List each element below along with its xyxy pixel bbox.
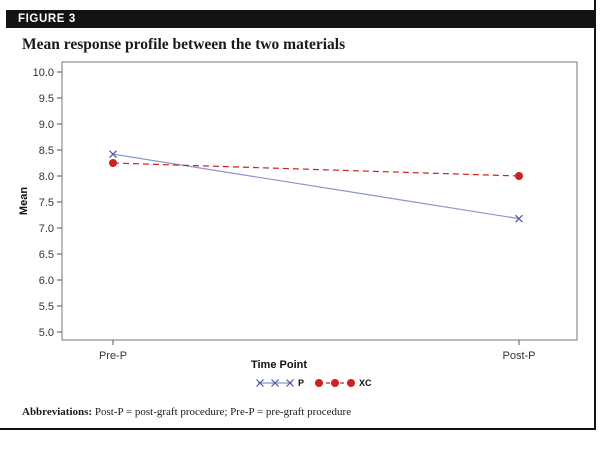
y-tick-label: 6.0 [39, 275, 54, 287]
legend: P XC [256, 378, 372, 388]
y-tick-label: 10.0 [33, 67, 54, 79]
footnote: Abbreviations: Post-P = post-graft proce… [22, 406, 351, 418]
y-tick-label: 8.5 [39, 145, 54, 157]
y-tick-label: 7.5 [39, 197, 54, 209]
data-point-circle [331, 379, 339, 387]
y-tick-label: 5.5 [39, 301, 54, 313]
y-tick-label: 6.5 [39, 249, 54, 261]
data-point-circle [515, 172, 523, 180]
y-tick-label: 7.0 [39, 223, 54, 235]
marker-stroke [515, 214, 523, 223]
figure-frame [0, 0, 596, 430]
x-tick-label: Post-P [502, 350, 535, 362]
legend-label-p: P [298, 378, 304, 388]
data-point-x-marker [286, 379, 294, 387]
marker-stroke [286, 379, 294, 387]
y-axis-title: Mean [18, 187, 30, 215]
y-tick-label: 9.5 [39, 93, 54, 105]
data-point-x-marker [109, 150, 117, 159]
y-tick-label: 9.0 [39, 119, 54, 131]
data-point-circle [347, 379, 355, 387]
y-tick-label: 8.0 [39, 171, 54, 183]
footnote-bold: Abbreviations: [22, 406, 93, 418]
chart-title: Mean response profile between the two ma… [22, 36, 346, 53]
series-layer [109, 150, 523, 223]
x-axis: Pre-P Post-P [99, 340, 536, 362]
x-tick-label: Pre-P [99, 350, 127, 362]
y-tick-label: 5.0 [39, 327, 54, 339]
footnote-text: Post-P = post-graft procedure; Pre-P = p… [92, 406, 352, 418]
series-line-xc [112, 162, 520, 177]
data-point-x-marker [515, 214, 523, 223]
series-line-p [112, 153, 520, 220]
y-axis: 5.0 5.5 6.0 6.5 7.0 7.5 8.0 8.5 9.0 9.5 10.0 [33, 67, 62, 339]
data-point-circle [109, 159, 117, 167]
data-point-x-marker [271, 379, 279, 387]
data-point-x-marker [256, 379, 264, 387]
marker-stroke [256, 379, 264, 387]
marker-stroke [271, 379, 279, 387]
figure-label: FIGURE 3 [6, 10, 594, 28]
legend-label-xc: XC [359, 378, 372, 388]
marker-stroke [109, 150, 117, 159]
x-axis-title: Time Point [251, 359, 307, 371]
data-point-circle [315, 379, 323, 387]
plot-border [61, 61, 578, 341]
